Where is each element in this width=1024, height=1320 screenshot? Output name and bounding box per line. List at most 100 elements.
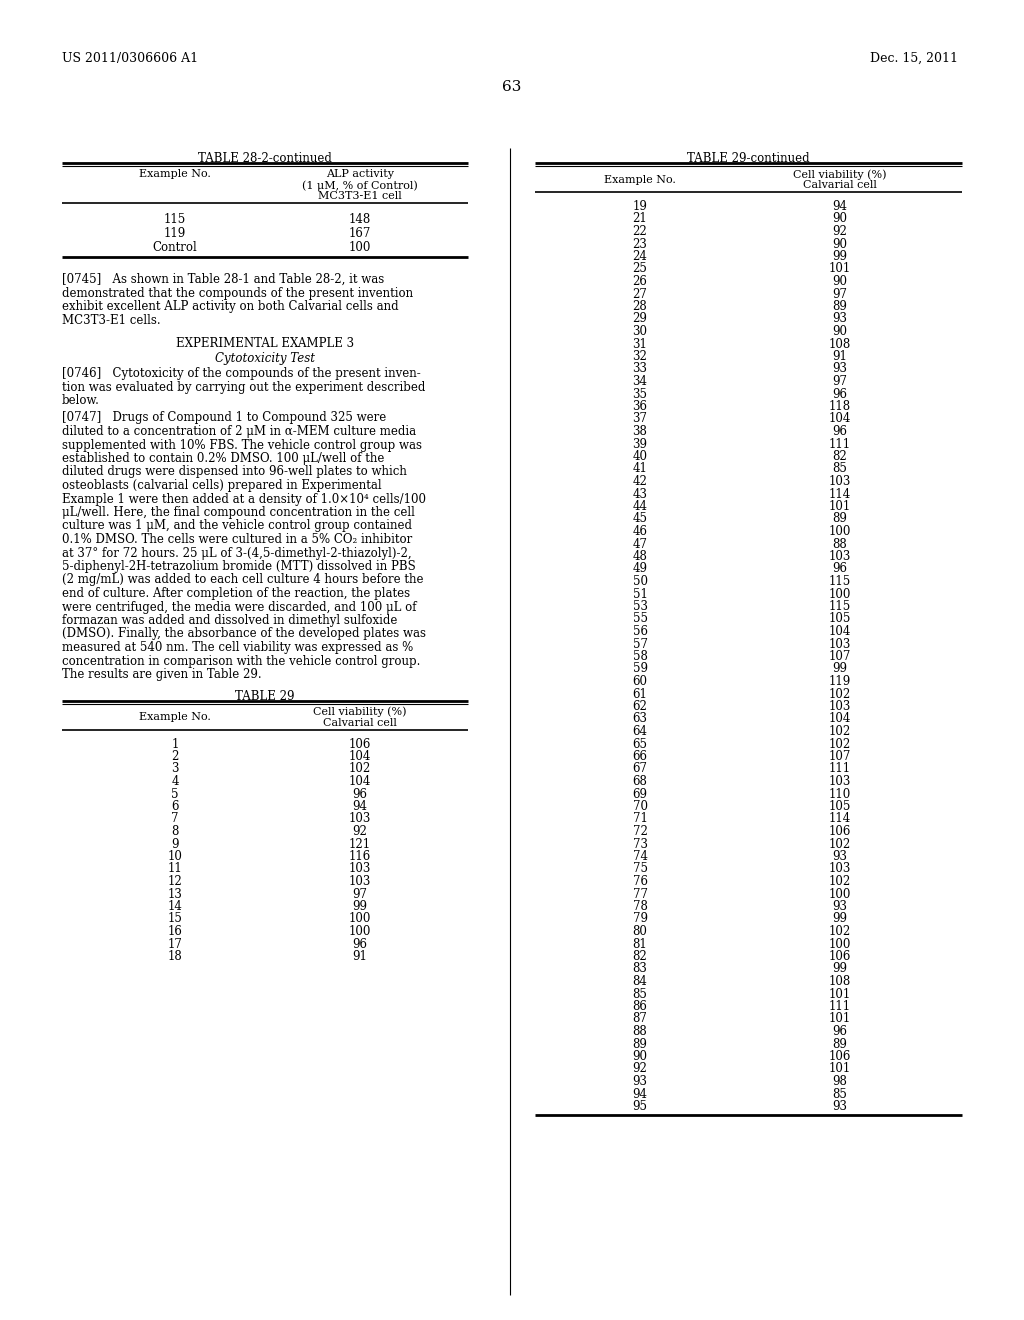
Text: 105: 105 — [828, 612, 851, 626]
Text: 93: 93 — [833, 363, 848, 375]
Text: measured at 540 nm. The cell viability was expressed as %: measured at 540 nm. The cell viability w… — [62, 642, 414, 653]
Text: 4: 4 — [171, 775, 179, 788]
Text: 51: 51 — [633, 587, 647, 601]
Text: TABLE 28-2-continued: TABLE 28-2-continued — [198, 152, 332, 165]
Text: 19: 19 — [633, 201, 647, 213]
Text: 99: 99 — [833, 962, 848, 975]
Text: 96: 96 — [833, 562, 848, 576]
Text: 29: 29 — [633, 313, 647, 326]
Text: 104: 104 — [828, 713, 851, 726]
Text: 106: 106 — [828, 950, 851, 964]
Text: 75: 75 — [633, 862, 647, 875]
Text: 41: 41 — [633, 462, 647, 475]
Text: 85: 85 — [833, 462, 848, 475]
Text: at 37° for 72 hours. 25 μL of 3-(4,5-dimethyl-2-thiazolyl)-2,: at 37° for 72 hours. 25 μL of 3-(4,5-dim… — [62, 546, 412, 560]
Text: 106: 106 — [828, 1049, 851, 1063]
Text: 108: 108 — [828, 338, 851, 351]
Text: 15: 15 — [168, 912, 182, 925]
Text: 8: 8 — [171, 825, 178, 838]
Text: 56: 56 — [633, 624, 647, 638]
Text: 0.1% DMSO. The cells were cultured in a 5% CO₂ inhibitor: 0.1% DMSO. The cells were cultured in a … — [62, 533, 413, 546]
Text: 102: 102 — [828, 837, 851, 850]
Text: 77: 77 — [633, 887, 647, 900]
Text: 115: 115 — [828, 601, 851, 612]
Text: 67: 67 — [633, 763, 647, 776]
Text: 65: 65 — [633, 738, 647, 751]
Text: 3: 3 — [171, 763, 179, 776]
Text: 33: 33 — [633, 363, 647, 375]
Text: 26: 26 — [633, 275, 647, 288]
Text: 102: 102 — [349, 763, 371, 776]
Text: 50: 50 — [633, 576, 647, 587]
Text: below.: below. — [62, 393, 100, 407]
Text: 101: 101 — [828, 263, 851, 276]
Text: 44: 44 — [633, 500, 647, 513]
Text: US 2011/0306606 A1: US 2011/0306606 A1 — [62, 51, 198, 65]
Text: 100: 100 — [349, 925, 371, 939]
Text: 7: 7 — [171, 813, 179, 825]
Text: 93: 93 — [833, 850, 848, 863]
Text: 104: 104 — [349, 775, 371, 788]
Text: 115: 115 — [164, 213, 186, 226]
Text: 93: 93 — [833, 1100, 848, 1113]
Text: diluted drugs were dispensed into 96-well plates to which: diluted drugs were dispensed into 96-wel… — [62, 466, 407, 479]
Text: 103: 103 — [828, 700, 851, 713]
Text: 37: 37 — [633, 412, 647, 425]
Text: MC3T3-E1 cells.: MC3T3-E1 cells. — [62, 314, 161, 326]
Text: 90: 90 — [833, 213, 848, 226]
Text: Calvarial cell: Calvarial cell — [803, 180, 877, 190]
Text: 97: 97 — [833, 288, 848, 301]
Text: 102: 102 — [828, 925, 851, 939]
Text: 99: 99 — [352, 900, 368, 913]
Text: 100: 100 — [349, 912, 371, 925]
Text: 93: 93 — [633, 1074, 647, 1088]
Text: 36: 36 — [633, 400, 647, 413]
Text: 63: 63 — [503, 81, 521, 94]
Text: 115: 115 — [828, 576, 851, 587]
Text: 90: 90 — [833, 238, 848, 251]
Text: 103: 103 — [828, 550, 851, 564]
Text: Calvarial cell: Calvarial cell — [323, 718, 397, 727]
Text: 25: 25 — [633, 263, 647, 276]
Text: 74: 74 — [633, 850, 647, 863]
Text: Control: Control — [153, 242, 198, 253]
Text: osteoblasts (calvarial cells) prepared in Experimental: osteoblasts (calvarial cells) prepared i… — [62, 479, 382, 492]
Text: 102: 102 — [828, 875, 851, 888]
Text: 98: 98 — [833, 1074, 848, 1088]
Text: 100: 100 — [828, 587, 851, 601]
Text: 119: 119 — [164, 227, 186, 240]
Text: The results are given in Table 29.: The results are given in Table 29. — [62, 668, 261, 681]
Text: 21: 21 — [633, 213, 647, 226]
Text: 68: 68 — [633, 775, 647, 788]
Text: 23: 23 — [633, 238, 647, 251]
Text: 102: 102 — [828, 725, 851, 738]
Text: 167: 167 — [349, 227, 371, 240]
Text: 40: 40 — [633, 450, 647, 463]
Text: 6: 6 — [171, 800, 179, 813]
Text: 105: 105 — [828, 800, 851, 813]
Text: 119: 119 — [828, 675, 851, 688]
Text: tion was evaluated by carrying out the experiment described: tion was evaluated by carrying out the e… — [62, 380, 425, 393]
Text: 31: 31 — [633, 338, 647, 351]
Text: 2: 2 — [171, 750, 178, 763]
Text: 107: 107 — [828, 649, 851, 663]
Text: 103: 103 — [828, 475, 851, 488]
Text: 89: 89 — [833, 300, 848, 313]
Text: 101: 101 — [828, 1012, 851, 1026]
Text: μL/well. Here, the final compound concentration in the cell: μL/well. Here, the final compound concen… — [62, 506, 415, 519]
Text: ALP activity: ALP activity — [326, 169, 394, 180]
Text: 92: 92 — [352, 825, 368, 838]
Text: 24: 24 — [633, 249, 647, 263]
Text: 96: 96 — [352, 788, 368, 800]
Text: 100: 100 — [828, 525, 851, 539]
Text: 70: 70 — [633, 800, 647, 813]
Text: 9: 9 — [171, 837, 179, 850]
Text: 90: 90 — [833, 325, 848, 338]
Text: 90: 90 — [833, 275, 848, 288]
Text: 59: 59 — [633, 663, 647, 676]
Text: 96: 96 — [833, 1026, 848, 1038]
Text: 93: 93 — [833, 313, 848, 326]
Text: 58: 58 — [633, 649, 647, 663]
Text: 103: 103 — [349, 862, 371, 875]
Text: 83: 83 — [633, 962, 647, 975]
